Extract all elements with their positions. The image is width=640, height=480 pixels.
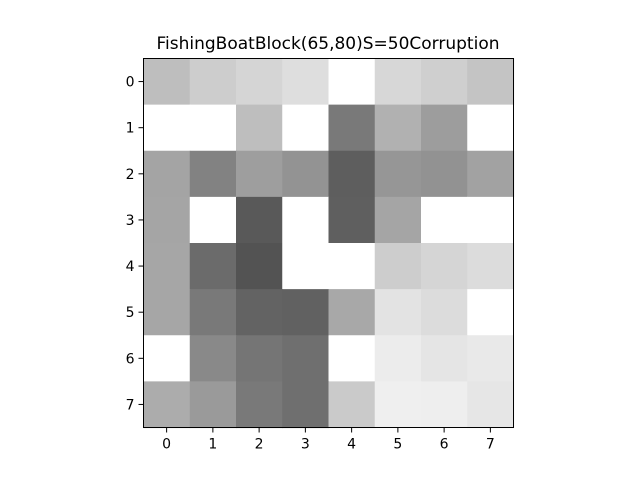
heatmap-cell-r6-c2 — [236, 335, 283, 382]
heatmap-cell-r5-c0 — [143, 289, 191, 336]
heatmap-cell-r5-c7 — [467, 289, 515, 336]
heatmap-cell-r2-c1 — [189, 150, 237, 198]
x-axis: 0 1 2 3 4 5 6 7 — [162, 427, 495, 453]
heatmap-cell-r5-c1 — [189, 289, 237, 336]
heatmap-cell-r0-c6 — [421, 58, 468, 106]
heatmap-cell-r1-c3 — [282, 104, 330, 152]
y-tick-label-5: 5 — [126, 305, 135, 321]
x-tick-label-1: 1 — [208, 437, 217, 453]
x-tick-label-5: 5 — [393, 437, 402, 453]
heatmap-cell-r4-c0 — [143, 243, 191, 290]
heatmap-cell-r0-c2 — [236, 58, 283, 106]
heatmap-cell-r7-c1 — [189, 381, 237, 429]
y-axis: 0 1 2 3 4 5 6 7 — [126, 75, 144, 413]
heatmap-cell-r5-c6 — [421, 289, 468, 336]
heatmap-cell-r0-c5 — [374, 58, 422, 106]
heatmap-cell-r7-c6 — [421, 381, 468, 429]
y-tick-label-1: 1 — [126, 121, 135, 137]
heatmap-cell-r1-c2 — [236, 104, 283, 152]
heatmap-cell-r2-c7 — [467, 150, 515, 198]
heatmap-cell-r3-c5 — [374, 196, 422, 244]
heatmap-cell-r6-c4 — [328, 335, 376, 382]
heatmap-cell-r7-c2 — [236, 381, 283, 429]
heatmap-cell-r6-c3 — [282, 335, 330, 382]
heatmap-cell-r4-c5 — [374, 243, 422, 290]
x-tick-label-2: 2 — [255, 437, 264, 453]
y-tick-label-0: 0 — [126, 75, 135, 91]
x-tick-label-3: 3 — [301, 437, 310, 453]
heatmap-cell-r0-c0 — [143, 58, 191, 106]
heatmap-cell-r3-c7 — [467, 196, 515, 244]
axes-frame — [143, 58, 514, 428]
heatmap-cell-r4-c7 — [467, 243, 515, 290]
heatmap-cell-r3-c4 — [328, 196, 376, 244]
x-tick-label-7: 7 — [486, 437, 495, 453]
y-tick-label-4: 4 — [126, 259, 135, 275]
y-tick-label-7: 7 — [126, 397, 135, 413]
heatmap-cell-r6-c5 — [374, 335, 422, 382]
heatmap-cell-r7-c3 — [282, 381, 330, 429]
heatmap-cell-r7-c0 — [143, 381, 191, 429]
heatmap-cell-r2-c2 — [236, 150, 283, 198]
heatmap-cell-r4-c2 — [236, 243, 283, 290]
heatmap-cell-r4-c1 — [189, 243, 237, 290]
heatmap-cell-r4-c3 — [282, 243, 330, 290]
heatmap-cell-r6-c7 — [467, 335, 515, 382]
heatmap-cell-r1-c0 — [143, 104, 191, 152]
heatmap-cells — [143, 58, 515, 429]
heatmap-cell-r7-c5 — [374, 381, 422, 429]
x-tick-label-4: 4 — [347, 437, 356, 453]
heatmap-cell-r3-c6 — [421, 196, 468, 244]
y-tick-label-2: 2 — [126, 167, 135, 183]
y-tick-label-6: 6 — [126, 351, 135, 367]
heatmap-cell-r6-c6 — [421, 335, 468, 382]
heatmap-cell-r3-c0 — [143, 196, 191, 244]
heatmap-cell-r2-c6 — [421, 150, 468, 198]
heatmap-cell-r1-c7 — [467, 104, 515, 152]
heatmap-cell-r2-c4 — [328, 150, 376, 198]
heatmap-cell-r7-c7 — [467, 381, 515, 429]
heatmap-cell-r5-c5 — [374, 289, 422, 336]
heatmap-cell-r0-c7 — [467, 58, 515, 106]
y-tick-label-3: 3 — [126, 213, 135, 229]
heatmap-cell-r3-c1 — [189, 196, 237, 244]
x-tick-label-6: 6 — [440, 437, 449, 453]
heatmap-cell-r0-c1 — [189, 58, 237, 106]
heatmap-cell-r1-c1 — [189, 104, 237, 152]
x-tick-label-0: 0 — [162, 437, 171, 453]
heatmap-cell-r7-c4 — [328, 381, 376, 429]
heatmap-cell-r1-c5 — [374, 104, 422, 152]
heatmap-cell-r6-c0 — [143, 335, 191, 382]
heatmap-cell-r5-c4 — [328, 289, 376, 336]
heatmap-cell-r2-c5 — [374, 150, 422, 198]
heatmap-cell-r3-c2 — [236, 196, 283, 244]
heatmap-cell-r5-c2 — [236, 289, 283, 336]
heatmap-cell-r4-c4 — [328, 243, 376, 290]
heatmap-cell-r1-c4 — [328, 104, 376, 152]
heatmap-cell-r2-c3 — [282, 150, 330, 198]
heatmap-cell-r0-c3 — [282, 58, 330, 106]
heatmap-cell-r4-c6 — [421, 243, 468, 290]
heatmap-cell-r6-c1 — [189, 335, 237, 382]
heatmap-cell-r5-c3 — [282, 289, 330, 336]
heatmap-cell-r3-c3 — [282, 196, 330, 244]
heatmap-cell-r1-c6 — [421, 104, 468, 152]
chart-title: FishingBoatBlock(65,80)S=50Corruption — [157, 34, 500, 54]
heatmap-cell-r2-c0 — [143, 150, 191, 198]
heatmap-cell-r0-c4 — [328, 58, 376, 106]
